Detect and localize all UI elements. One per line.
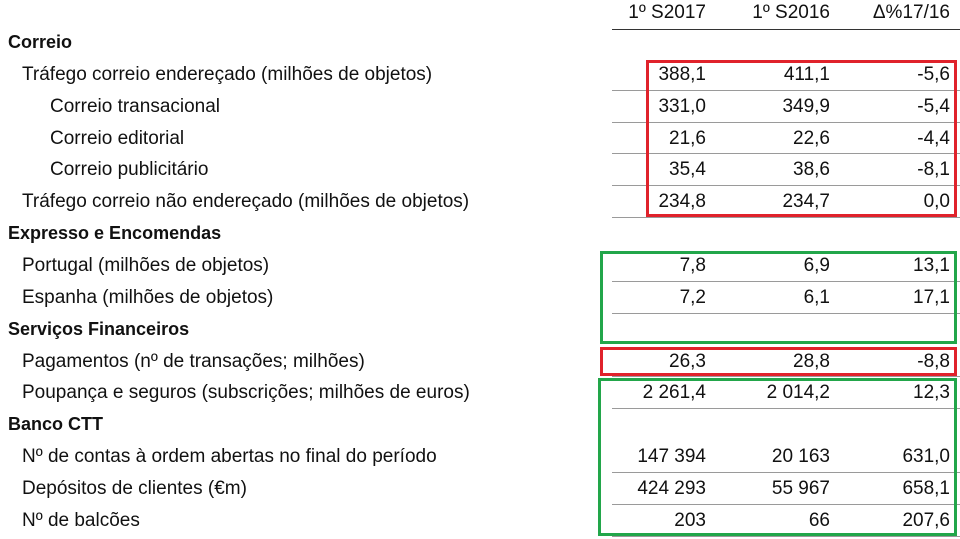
row-divider xyxy=(612,408,960,410)
row-divider xyxy=(612,312,960,314)
value-delta: 631,0 xyxy=(902,446,950,468)
header-row: 1º S2017 1º S2016 Δ%17/16 xyxy=(0,0,960,28)
value-delta: 0,0 xyxy=(923,191,950,213)
value-1s2016: 55 967 xyxy=(771,477,830,499)
value-delta: 13,1 xyxy=(913,254,950,276)
value-1s2017: 388,1 xyxy=(658,63,706,85)
value-1s2017: 203 xyxy=(674,509,706,531)
value-1s2017: 35,4 xyxy=(669,159,706,181)
row-label-n-de-balcoes: Nº de balcões xyxy=(22,509,140,531)
row-divider xyxy=(612,121,960,123)
value-delta: -5,4 xyxy=(917,95,950,117)
value-1s2016: 349,9 xyxy=(782,95,830,117)
table-row: Poupança e seguros (subscrições; milhões… xyxy=(0,377,960,408)
table-row: Nº de contas à ordem abertas no final do… xyxy=(0,441,960,472)
row-label-trafego-correio-nao-enderecado-milhoes-de-objetos: Tráfego correio não endereçado (milhões … xyxy=(22,191,470,213)
value-1s2016: 22,6 xyxy=(793,127,830,149)
table-row: Pagamentos (nº de transações; milhões) 26… xyxy=(0,346,960,377)
table-row: Portugal (milhões de objetos) 7,8 6,9 13,1 xyxy=(0,250,960,281)
value-delta: -8,8 xyxy=(917,350,950,372)
row-label-correio-editorial: Correio editorial xyxy=(50,127,185,149)
section-row: Expresso e Encomendas xyxy=(0,218,960,249)
row-divider xyxy=(612,471,960,473)
row-label-trafego-correio-enderecado-milhoes-de-objetos: Tráfego correio endereçado (milhões de o… xyxy=(22,63,433,85)
green-highlight-box xyxy=(600,250,957,345)
section-row: Serviços Financeiros xyxy=(0,314,960,345)
red-highlight-box xyxy=(600,346,957,377)
value-1s2016: 6,9 xyxy=(803,254,830,276)
section-title-servicos-financeiros: Serviços Financeiros xyxy=(8,318,190,339)
column-header-delta: Δ%17/16 xyxy=(872,2,950,23)
table-row: Tráfego correio não endereçado (milhões … xyxy=(0,186,960,217)
table-row: Tráfego correio endereçado (milhões de o… xyxy=(0,59,960,90)
column-header-1s2016: 1º S2016 xyxy=(752,2,830,23)
section-row: Banco CTT xyxy=(0,409,960,440)
value-1s2016: 6,1 xyxy=(803,286,830,308)
table-row: Depósitos de clientes (€m) 424 293 55 967 6… xyxy=(0,473,960,504)
value-1s2016: 2 014,2 xyxy=(766,382,830,404)
table-row: Correio publicitário 35,4 38,6 -8,1 xyxy=(0,154,960,185)
row-label-pagamentos-n-de-transacoes-milhoes: Pagamentos (nº de transações; milhões) xyxy=(22,350,365,372)
section-title-correio: Correio xyxy=(8,32,73,52)
value-1s2016: 28,8 xyxy=(793,350,830,372)
table-row: Correio editorial 21,6 22,6 -4,4 xyxy=(0,123,960,154)
value-delta: 17,1 xyxy=(913,286,950,308)
value-delta: -4,4 xyxy=(917,127,950,149)
section-row: Correio xyxy=(0,27,960,58)
value-1s2016: 234,7 xyxy=(782,191,830,213)
column-header-1s2017: 1º S2017 xyxy=(628,2,706,23)
value-delta: 207,6 xyxy=(902,509,950,531)
value-delta: -5,6 xyxy=(917,63,950,85)
value-1s2017: 331,0 xyxy=(658,95,706,117)
red-highlight-box xyxy=(646,59,957,218)
value-1s2016: 66 xyxy=(808,509,830,531)
row-divider xyxy=(612,535,960,537)
value-1s2017: 21,6 xyxy=(669,127,706,149)
section-title-banco-ctt: Banco CTT xyxy=(8,414,104,435)
value-1s2017: 26,3 xyxy=(669,350,706,372)
row-label-depositos-de-clientes-m: Depósitos de clientes (€m) xyxy=(22,477,247,499)
table-row: Espanha (milhões de objetos) 7,2 6,1 17,1 xyxy=(0,282,960,313)
row-label-correio-publicitario: Correio publicitário xyxy=(50,159,209,181)
value-1s2016: 411,1 xyxy=(783,63,830,85)
table-row: Nº de balcões 203 66 207,6 xyxy=(0,505,960,536)
value-1s2016: 38,6 xyxy=(793,159,830,181)
row-divider xyxy=(612,185,960,187)
value-1s2017: 7,2 xyxy=(679,286,706,308)
value-delta: 658,1 xyxy=(902,477,950,499)
value-1s2017: 147 394 xyxy=(637,446,706,468)
row-divider xyxy=(612,280,960,282)
row-label-poupanca-e-seguros-subscricoes-milhoes-de-euros: Poupança e seguros (subscrições; milhões… xyxy=(22,382,470,404)
header-divider xyxy=(612,29,960,30)
row-label-n-de-contas-a-ordem-abertas-no-final-do-periodo: Nº de contas à ordem abertas no final do… xyxy=(22,446,437,468)
row-label-portugal-milhoes-de-objetos: Portugal (milhões de objetos) xyxy=(22,254,270,276)
row-label-correio-transacional: Correio transacional xyxy=(50,95,221,117)
row-divider xyxy=(612,153,960,155)
green-highlight-box xyxy=(598,378,957,536)
table-row: Correio transacional 331,0 349,9 -5,4 xyxy=(0,91,960,122)
row-divider xyxy=(612,217,960,219)
value-delta: -8,1 xyxy=(917,159,950,181)
value-1s2017: 424 293 xyxy=(637,477,706,499)
value-1s2017: 234,8 xyxy=(658,191,706,213)
row-label-espanha-milhoes-de-objetos: Espanha (milhões de objetos) xyxy=(22,286,274,308)
value-1s2017: 7,8 xyxy=(679,254,706,276)
value-delta: 12,3 xyxy=(913,382,950,404)
section-title-expresso-e-encomendas: Expresso e Encomendas xyxy=(8,223,222,244)
row-divider xyxy=(612,503,960,505)
value-1s2017: 2 261,4 xyxy=(642,382,706,404)
row-divider xyxy=(612,89,960,91)
row-divider xyxy=(612,376,960,378)
value-1s2016: 20 163 xyxy=(771,446,830,468)
